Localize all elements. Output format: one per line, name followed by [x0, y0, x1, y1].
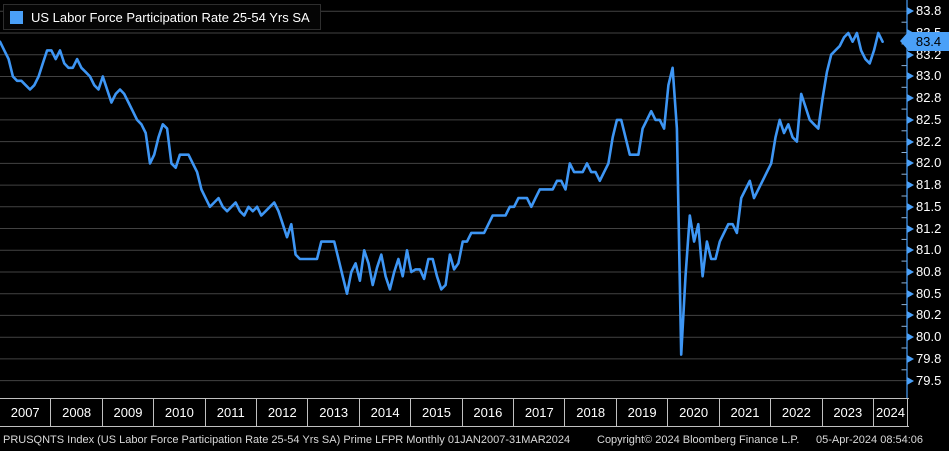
y-axis-tick: 83.0 — [907, 68, 941, 84]
tick-arrow-icon — [907, 138, 914, 146]
y-axis-tick-label: 79.8 — [916, 351, 942, 366]
x-axis-year-label: 2014 — [360, 399, 412, 426]
chart-legend[interactable]: US Labor Force Participation Rate 25-54 … — [3, 4, 321, 30]
y-axis-tick-label: 82.2 — [916, 134, 942, 149]
x-axis-year-label: 2018 — [566, 399, 617, 426]
security-description-text: PRUSQNTS Index (US Labor Force Participa… — [3, 434, 571, 446]
y-axis-tick: 81.2 — [907, 221, 941, 237]
y-axis-tick-label: 81.5 — [916, 199, 942, 214]
y-axis-tick: 79.5 — [907, 373, 941, 389]
tick-arrow-icon — [907, 377, 914, 385]
status-bar: PRUSQNTS Index (US Labor Force Participa… — [0, 433, 949, 449]
x-axis-year-label: 2008 — [51, 399, 103, 426]
x-axis-year-label: 2023 — [823, 399, 874, 426]
x-axis-year-label: 2016 — [463, 399, 515, 426]
y-axis-tick-label: 82.0 — [916, 155, 942, 170]
y-axis-tick: 82.0 — [907, 155, 941, 171]
y-axis-tick: 83.8 — [907, 3, 941, 19]
y-axis-tick-label: 79.5 — [916, 373, 942, 388]
x-axis-year-label: 2007 — [0, 399, 52, 426]
y-axis-tick-label: 80.2 — [916, 307, 942, 322]
tick-arrow-icon — [907, 181, 914, 189]
x-axis-year-label: 2019 — [617, 399, 669, 426]
y-axis-tick: 81.0 — [907, 242, 941, 258]
y-axis-tick-label: 80.5 — [916, 286, 942, 301]
y-axis-tick-label: 82.5 — [916, 112, 942, 127]
x-axis-year-label: 2009 — [103, 399, 155, 426]
tick-arrow-icon — [907, 159, 914, 167]
tick-arrow-icon — [907, 333, 914, 341]
y-axis-tick: 81.8 — [907, 177, 941, 193]
y-axis-tick-label: 82.8 — [916, 90, 942, 105]
y-axis-tick-label: 83.0 — [916, 68, 942, 83]
copyright-text: Copyright© 2024 Bloomberg Finance L.P. — [597, 434, 800, 446]
tick-arrow-icon — [907, 51, 914, 59]
y-axis-tick: 79.8 — [907, 351, 941, 367]
tick-arrow-icon — [907, 246, 914, 254]
x-axis-year-label: 2015 — [411, 399, 463, 426]
tick-arrow-icon — [907, 116, 914, 124]
x-axis-year-label: 2020 — [668, 399, 720, 426]
tick-arrow-icon — [907, 72, 914, 80]
tick-arrow-icon — [907, 311, 914, 319]
tick-arrow-icon — [907, 290, 914, 298]
y-axis-tick-label: 80.0 — [916, 329, 942, 344]
series-color-swatch-icon — [10, 10, 23, 24]
chart-plot-area[interactable] — [0, 0, 908, 398]
y-axis-tick-label: 81.8 — [916, 177, 942, 192]
y-axis-tick: 80.0 — [907, 329, 941, 345]
y-axis-scale[interactable]: 83.883.583.283.082.882.582.282.081.881.5… — [907, 0, 949, 398]
series-legend-label: US Labor Force Participation Rate 25-54 … — [31, 9, 310, 25]
lfpr-series-line — [0, 31, 884, 356]
y-axis-tick-label: 83.8 — [916, 3, 942, 18]
tick-arrow-icon — [907, 7, 914, 15]
y-axis-tick: 82.8 — [907, 90, 941, 106]
y-axis-tick: 80.2 — [907, 307, 941, 323]
y-axis-tick-label: 81.2 — [916, 221, 942, 236]
last-value-badge: 83.4 — [900, 32, 949, 51]
timestamp-text: 05-Apr-2024 08:54:06 — [816, 434, 924, 446]
y-axis-tick: 81.5 — [907, 199, 941, 215]
y-axis-tick: 82.5 — [907, 112, 941, 128]
x-axis-year-label: 2022 — [771, 399, 823, 426]
y-axis-tick-label: 80.8 — [916, 264, 942, 279]
y-axis-tick: 80.5 — [907, 286, 941, 302]
x-axis-year-label: 2017 — [514, 399, 566, 426]
tick-arrow-icon — [907, 94, 914, 102]
tick-arrow-icon — [907, 355, 914, 363]
x-axis-year-label: 2024 — [874, 399, 908, 426]
y-axis-tick: 80.8 — [907, 264, 941, 280]
x-axis-year-label: 2012 — [257, 399, 309, 426]
x-axis-year-band[interactable]: 2007 2008 2009 2010 2011 2012 2013 2014 2015 2016… — [0, 398, 909, 427]
tick-arrow-icon — [907, 225, 914, 233]
x-axis-year-label: 2010 — [154, 399, 206, 426]
x-axis-year-label: 2013 — [309, 399, 360, 426]
y-axis-tick-label: 81.0 — [916, 242, 942, 257]
x-axis-year-label: 2011 — [206, 399, 257, 426]
x-axis-year-label: 2021 — [720, 399, 772, 426]
y-axis-tick: 82.2 — [907, 134, 941, 150]
tick-arrow-icon — [907, 268, 914, 276]
tick-arrow-icon — [907, 203, 914, 211]
